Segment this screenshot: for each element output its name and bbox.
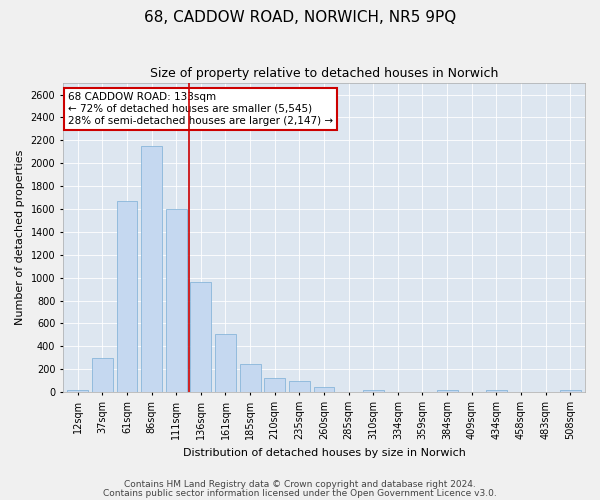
Text: 68 CADDOW ROAD: 133sqm
← 72% of detached houses are smaller (5,545)
28% of semi-: 68 CADDOW ROAD: 133sqm ← 72% of detached… (68, 92, 333, 126)
Bar (289, 380, 310, 392)
Bar (190, 282, 211, 392)
Bar (264, 378, 285, 392)
Bar (92, 358, 113, 392)
Bar (486, 390, 507, 392)
Text: 68, CADDOW ROAD, NORWICH, NR5 9PQ: 68, CADDOW ROAD, NORWICH, NR5 9PQ (144, 10, 456, 25)
Bar (239, 364, 260, 392)
Y-axis label: Number of detached properties: Number of detached properties (15, 150, 25, 326)
Bar (67, 390, 88, 392)
Text: Contains public sector information licensed under the Open Government Licence v3: Contains public sector information licen… (103, 488, 497, 498)
Text: Contains HM Land Registry data © Crown copyright and database right 2024.: Contains HM Land Registry data © Crown c… (124, 480, 476, 489)
Bar (314, 387, 334, 392)
Bar (141, 146, 162, 392)
Bar (437, 390, 458, 392)
Bar (166, 209, 187, 392)
Bar (560, 390, 581, 392)
Bar (363, 390, 383, 392)
Title: Size of property relative to detached houses in Norwich: Size of property relative to detached ho… (150, 68, 498, 80)
Bar (215, 334, 236, 392)
X-axis label: Distribution of detached houses by size in Norwich: Distribution of detached houses by size … (182, 448, 466, 458)
Bar (116, 201, 137, 392)
